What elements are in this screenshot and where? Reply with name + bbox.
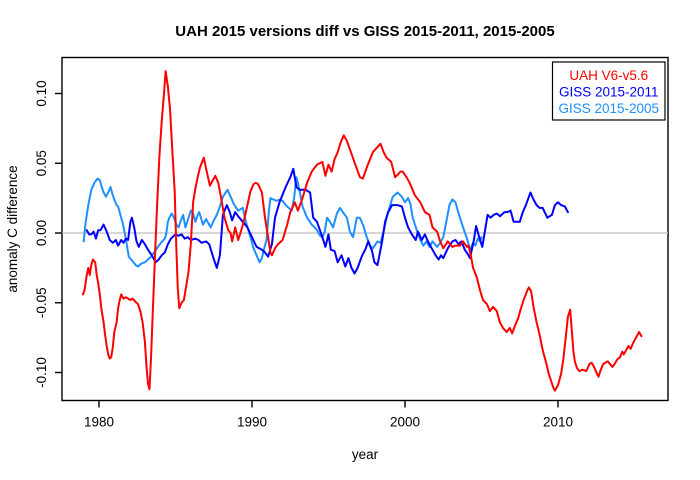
x-tick-label: 2010 <box>543 415 573 430</box>
series-lines-layer <box>81 70 643 392</box>
y-tick-label: 0.10 <box>34 80 49 106</box>
plot-border <box>61 56 669 402</box>
y-tick-label: 0.00 <box>34 220 49 246</box>
x-tick-label: 1980 <box>84 415 114 430</box>
legend-box <box>551 61 666 121</box>
y-tick-label: 0.05 <box>34 150 49 176</box>
x-axis-title: year <box>352 447 379 462</box>
legend-item-giss-2011: GISS 2015-2011 <box>559 85 659 100</box>
x-tick-label: 2000 <box>390 415 420 430</box>
legend-item-giss-2005: GISS 2015-2005 <box>558 101 659 116</box>
axis-ticks-layer: 1980 1990 2000 2010 -0.10 -0.05 0.00 0.05 0.10 <box>34 80 573 429</box>
series-line-giss-2015-2011 <box>85 167 569 275</box>
x-tick-label: 1990 <box>237 415 267 430</box>
legend-item-uah: UAH V6-v5.6 <box>569 68 648 83</box>
y-tick-label: -0.10 <box>34 357 49 388</box>
series-line-giss-2015-2005 <box>82 176 483 268</box>
legend: UAH V6-v5.6 GISS 2015-2011 GISS 2015-200… <box>551 61 666 121</box>
y-axis-title: anomaly C difference <box>5 165 20 292</box>
series-line-uah-v6-v5-6 <box>81 70 643 392</box>
y-tick-label: -0.05 <box>34 287 49 318</box>
chart-title: UAH 2015 versions diff vs GISS 2015-2011… <box>175 23 554 40</box>
